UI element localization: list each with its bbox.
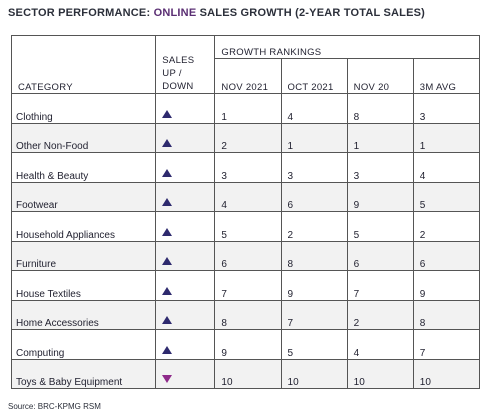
title-middle: SALES GROWTH [196,7,296,19]
rank-nov-20-cell: 1 [346,122,414,153]
column-header-nov-20: NOV 20 [346,58,414,94]
rank-3m-avg-cell: 2 [412,211,481,242]
sales-direction-cell [155,270,216,301]
rank-oct-2021-cell: 6 [280,181,348,212]
column-header-nov-2021: NOV 2021 [214,58,282,94]
rank-3m-avg-cell: 6 [412,240,481,271]
sales-direction-cell [155,299,216,330]
rank-nov-20-cell: 7 [346,270,414,301]
rank-3m-avg-cell: 1 [412,122,481,153]
category-cell: Furniture [10,240,157,271]
category-header: CATEGORY [10,35,157,94]
table-body: Clothing 1 4 8 3 Other Non-Food 2 1 1 1 Health & B… [10,93,481,389]
category-cell: Computing [10,329,157,360]
table-row: Home Accessories 8 7 2 8 [10,299,481,330]
rank-3m-avg-cell: 7 [412,329,481,360]
rank-nov-2021-cell: 7 [214,270,282,301]
table-row: Furniture 6 8 6 6 [10,240,481,271]
category-cell: House Textiles [10,270,157,301]
title-prefix: SECTOR PERFORMANCE: [8,7,154,19]
rank-3m-avg-cell: 8 [412,299,481,330]
triangle-up-icon [162,345,173,354]
category-cell: Household Appliances [10,211,157,242]
category-cell: Footwear [10,181,157,212]
rank-nov-2021-cell: 2 [214,122,282,153]
rank-oct-2021-cell: 1 [280,122,348,153]
triangle-up-icon [162,257,173,265]
direction-header-line2: UP / [162,68,182,79]
triangle-down-icon [162,375,173,383]
rank-oct-2021-cell: 3 [280,152,348,183]
rank-oct-2021-cell: 7 [280,299,348,330]
triangle-up-icon [162,227,173,236]
page-title: SECTOR PERFORMANCE: ONLINE SALES GROWTH … [8,7,425,19]
direction-header-line3: DOWN [162,81,194,92]
rank-nov-2021-cell: 9 [214,329,282,360]
triangle-up-icon [162,198,173,206]
table-row: Computing 9 5 4 7 [10,329,481,360]
sales-direction-cell [155,329,216,360]
sales-direction-cell [155,122,216,153]
table-row: Toys & Baby Equipment 10 10 10 10 [10,358,481,389]
category-cell: Health & Beauty [10,152,157,183]
rank-nov-2021-cell: 10 [214,358,282,389]
rank-nov-2021-cell: 8 [214,299,282,330]
table-row: Other Non-Food 2 1 1 1 [10,122,481,153]
sales-direction-cell [155,211,216,242]
sales-direction-cell [155,181,216,212]
rank-nov-20-cell: 4 [346,329,414,360]
rank-nov-20-cell: 3 [346,152,414,183]
title-suffix: (2-YEAR TOTAL SALES) [295,7,426,19]
rank-3m-avg-cell: 10 [412,358,481,389]
sales-direction-cell [155,358,216,389]
triangle-up-icon [162,316,173,324]
rank-oct-2021-cell: 4 [280,93,348,124]
rank-oct-2021-cell: 5 [280,329,348,360]
rank-3m-avg-cell: 3 [412,93,481,124]
rank-nov-2021-cell: 5 [214,211,282,242]
rank-nov-2021-cell: 1 [214,93,282,124]
triangle-up-icon [162,168,173,177]
rank-oct-2021-cell: 9 [280,270,348,301]
title-online: ONLINE [153,7,197,19]
category-cell: Clothing [10,93,157,124]
table-row: House Textiles 7 9 7 9 [10,270,481,301]
rank-3m-avg-cell: 5 [412,181,481,212]
rank-oct-2021-cell: 10 [280,358,348,389]
source-note: Source: BRC-KPMG RSM [8,402,101,411]
rank-nov-2021-cell: 6 [214,240,282,271]
rank-nov-20-cell: 6 [346,240,414,271]
triangle-up-icon [162,286,173,295]
rank-oct-2021-cell: 8 [280,240,348,271]
sales-direction-header: SALES UP / DOWN [155,35,216,94]
rank-3m-avg-cell: 4 [412,152,481,183]
rank-nov-20-cell: 2 [346,299,414,330]
table-row: Footwear 4 6 9 5 [10,181,481,212]
column-header-oct-2021: OCT 2021 [280,58,348,94]
sales-direction-cell [155,240,216,271]
direction-header-line1: SALES [162,55,195,66]
sales-direction-cell [155,152,216,183]
growth-rankings-table: CATEGORY SALES UP / DOWN GROWTH RANKINGS… [10,35,481,389]
table-row: Health & Beauty 3 3 3 4 [10,152,481,183]
rank-nov-20-cell: 10 [346,358,414,389]
table-row: Clothing 1 4 8 3 [10,93,481,124]
rank-nov-2021-cell: 4 [214,181,282,212]
rank-oct-2021-cell: 2 [280,211,348,242]
sales-direction-cell [155,93,216,124]
triangle-up-icon [162,139,173,147]
rank-nov-20-cell: 9 [346,181,414,212]
rank-nov-20-cell: 8 [346,93,414,124]
category-cell: Other Non-Food [10,122,157,153]
category-cell: Toys & Baby Equipment [10,358,157,389]
triangle-up-icon [162,109,173,118]
category-cell: Home Accessories [10,299,157,330]
rank-nov-2021-cell: 3 [214,152,282,183]
growth-rankings-header: GROWTH RANKINGS [214,35,480,59]
column-header-3m-avg: 3M AVG [412,58,481,94]
rank-nov-20-cell: 5 [346,211,414,242]
table-row: Household Appliances 5 2 5 2 [10,211,481,242]
rank-3m-avg-cell: 9 [412,270,481,301]
